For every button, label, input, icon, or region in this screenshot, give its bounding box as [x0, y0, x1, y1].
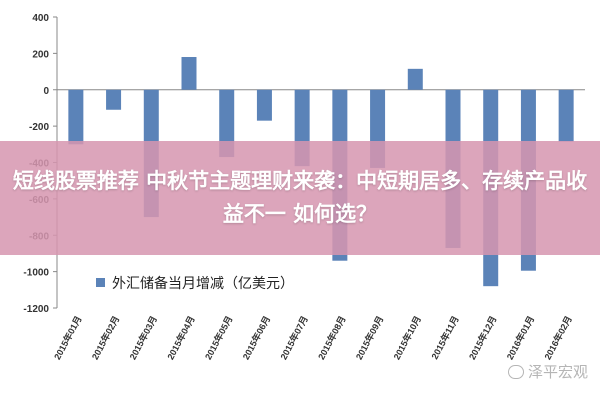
y-tick-label: 200	[32, 49, 49, 60]
x-tick-label: 2015年05月	[202, 314, 234, 362]
y-tick-label: -200	[29, 122, 49, 133]
x-tick-label: 2015年07月	[278, 314, 310, 362]
x-tick-label: 2015年08月	[315, 314, 347, 362]
bar	[181, 57, 197, 90]
x-tick-label: 2015年10月	[391, 314, 423, 362]
y-tick-label: -1000	[23, 268, 49, 279]
x-tick-label: 2016年02月	[542, 314, 574, 362]
watermark: 泽平宏观	[507, 361, 588, 382]
bar	[106, 89, 122, 110]
x-tick-label: 2015年04月	[164, 314, 196, 362]
x-tick-label: 2015年06月	[240, 314, 272, 362]
bar	[558, 89, 574, 142]
y-tick-label: 400	[32, 13, 49, 24]
x-tick-label: 2016年01月	[504, 314, 536, 362]
y-tick-label: 0	[43, 86, 49, 97]
x-tick-label: 2015年02月	[89, 314, 121, 362]
x-tick-label: 2015年11月	[429, 314, 461, 361]
x-tick-label: 2015年09月	[353, 314, 385, 362]
wechat-icon	[507, 364, 524, 379]
y-tick-label: -1200	[23, 304, 49, 315]
bar	[407, 68, 423, 90]
legend-label: 外汇储备当月增减（亿美元）	[112, 275, 294, 292]
headline-text: 短线股票推荐 中秋节主题理财来袭：中短期居多、存续产品收益不一 如何选？	[12, 169, 588, 226]
x-tick-label: 2015年03月	[127, 314, 159, 362]
bar	[68, 89, 84, 145]
watermark-text: 泽平宏观	[527, 363, 588, 381]
headline-banner: 短线股票推荐 中秋节主题理财来袭：中短期居多、存续产品收益不一 如何选？	[0, 141, 600, 255]
bar	[256, 89, 272, 121]
x-tick-label: 2015年12月	[466, 314, 498, 362]
legend-swatch	[96, 278, 105, 287]
x-tick-label: 2015年01月	[51, 314, 83, 362]
bar	[219, 89, 235, 158]
